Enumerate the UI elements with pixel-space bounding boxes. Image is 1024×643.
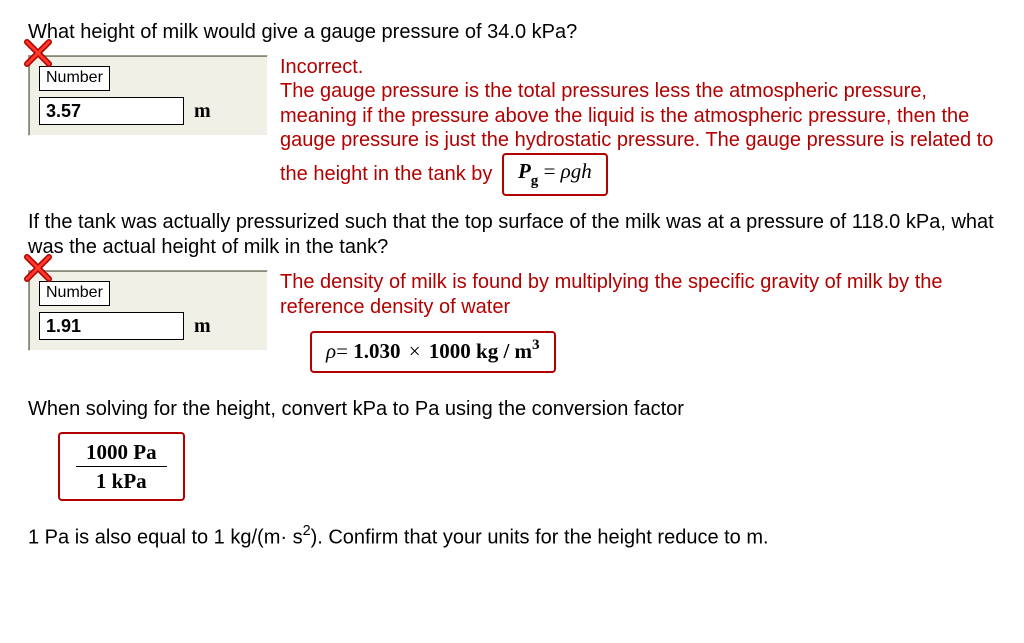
- q2-unit: m: [194, 314, 211, 339]
- conversion-numerator: 1000 Pa: [76, 440, 167, 467]
- q2-feedback: The density of milk is found by multiply…: [280, 270, 996, 382]
- q1-unit: m: [194, 99, 211, 124]
- q1-number-input[interactable]: [39, 97, 184, 125]
- density-formula-box: ρ= 1.030 × 1000 kg / m3: [310, 331, 556, 373]
- q1-answer-panel: Number m: [28, 55, 268, 136]
- formula-rho: ρ: [561, 159, 571, 183]
- q1-feedback: Incorrect. The gauge pressure is the tot…: [280, 55, 996, 196]
- question-1-text: What height of milk would give a gauge p…: [28, 20, 996, 45]
- conversion-intro: When solving for the height, convert kPa…: [28, 397, 996, 422]
- density-eq: =: [336, 339, 353, 363]
- q2-row: Number m The density of milk is found by…: [28, 270, 996, 382]
- footer-post: ). Confirm that your units for the heigh…: [311, 527, 769, 549]
- conversion-factor-box: 1000 Pa 1 kPa: [58, 432, 185, 501]
- q1-formula-box: Pg = ρgh: [502, 153, 608, 197]
- density-1000: 1000: [429, 339, 471, 363]
- q2-number-input[interactable]: [39, 312, 184, 340]
- q1-feedback-body: The gauge pressure is the total pressure…: [280, 80, 993, 184]
- conversion-denominator: 1 kPa: [76, 467, 167, 493]
- footer-exp: 2: [303, 523, 311, 539]
- formula-h: h: [581, 159, 592, 183]
- q1-number-label: Number: [39, 66, 110, 91]
- footer-pre: 1 Pa is also equal to 1 kg/(m· s: [28, 527, 303, 549]
- q1-row: Number m Incorrect. The gauge pressure i…: [28, 55, 996, 196]
- q2-input-row: m: [39, 312, 257, 340]
- footer-note: 1 Pa is also equal to 1 kg/(m· s2). Conf…: [28, 523, 996, 551]
- density-unit: kg / m: [471, 339, 532, 363]
- incorrect-x-icon: [22, 252, 54, 284]
- q1-feedback-heading: Incorrect.: [280, 55, 996, 79]
- question-2-text: If the tank was actually pressurized suc…: [28, 210, 996, 260]
- density-unit-exp: 3: [532, 337, 540, 353]
- density-rho: ρ: [326, 339, 336, 363]
- formula-g: g: [571, 159, 582, 183]
- q1-input-block: Number m: [28, 55, 268, 136]
- q2-feedback-body: The density of milk is found by multiply…: [280, 271, 943, 317]
- q2-number-label: Number: [39, 281, 110, 306]
- formula-sub-g: g: [531, 173, 539, 189]
- incorrect-x-icon: [22, 37, 54, 69]
- q2-input-block: Number m: [28, 270, 268, 351]
- density-val: 1.030: [353, 339, 400, 363]
- q2-answer-panel: Number m: [28, 270, 268, 351]
- formula-eq: =: [538, 159, 560, 183]
- density-times: ×: [409, 339, 421, 363]
- conversion-fraction: 1000 Pa 1 kPa: [76, 440, 167, 493]
- formula-P: P: [518, 159, 531, 183]
- q1-input-row: m: [39, 97, 257, 125]
